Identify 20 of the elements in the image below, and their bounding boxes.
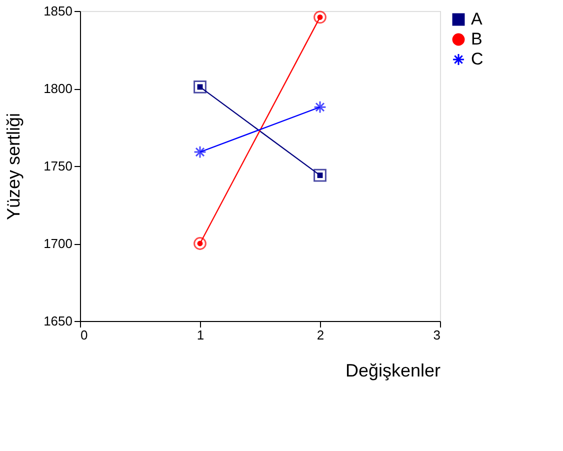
y-tick-label: 1800 (44, 81, 72, 96)
y-tick-label: 1700 (44, 236, 72, 251)
y-tick-label: 1650 (44, 314, 72, 328)
y-tick-label: 1750 (44, 158, 72, 174)
y-tick-label: 1850 (44, 4, 72, 18)
x-tick-label: 2 (316, 328, 324, 342)
x-tick-label: 3 (433, 328, 440, 342)
x-axis-title: Değişkenler (345, 360, 441, 380)
point (194, 80, 206, 94)
x-tick-label: 0 (80, 328, 88, 342)
point (314, 100, 326, 114)
x-tick-label: 1 (196, 328, 204, 342)
point (194, 146, 206, 158)
y-axis-title: Yüzey sertliği (4, 112, 24, 220)
legend-label: C (471, 50, 484, 68)
point (194, 237, 206, 250)
point (314, 10, 326, 24)
legend-label: B (471, 30, 482, 48)
legend-label: A (471, 10, 483, 28)
point (314, 168, 326, 182)
